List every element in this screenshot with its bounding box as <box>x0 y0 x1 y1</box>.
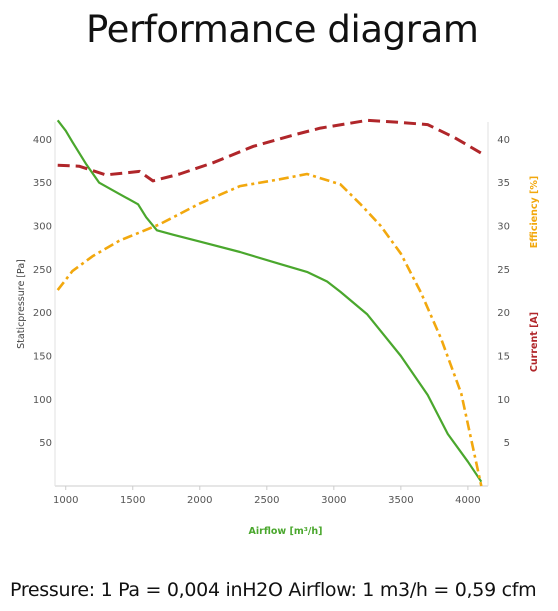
y-axis-label: Staticpressure [Pa] <box>16 259 27 349</box>
y-tick-label: 250 <box>33 265 52 276</box>
current-axis-label: Current [A] <box>529 312 540 372</box>
y-tick-label: 150 <box>33 352 52 363</box>
efficiency-series-line <box>56 172 483 487</box>
y2-tick-label: 25 <box>497 265 510 276</box>
x-tick-label: 3000 <box>321 495 346 506</box>
x-tick-label: 3500 <box>388 495 413 506</box>
y2-tick-label: 40 <box>497 135 510 146</box>
y-tick-label: 100 <box>33 395 52 406</box>
chart-ticks: 1000 1500 2000 2500 3000 3500 4000 50 100 150 200 2… <box>33 135 510 506</box>
y-tick-label: 200 <box>33 308 52 319</box>
x-tick-label: 4000 <box>455 495 480 506</box>
unit-conversion-note: Pressure: 1 Pa = 0,004 inH2O Airflow: 1 … <box>10 579 537 601</box>
y-tick-label: 400 <box>33 135 52 146</box>
y-tick-label: 300 <box>33 222 52 233</box>
chart-axis-labels: Airflow [m³/h] Staticpressure [Pa] Efficie… <box>16 176 540 537</box>
page-title: Performance diagram <box>86 8 479 51</box>
y-tick-label: 50 <box>39 438 52 449</box>
y2-tick-label: 20 <box>497 308 510 319</box>
y2-tick-label: 5 <box>504 438 510 449</box>
y2-tick-label: 30 <box>497 222 510 233</box>
x-tick-label: 1000 <box>53 495 78 506</box>
y2-tick-label: 15 <box>497 352 510 363</box>
x-axis-label: Airflow [m³/h] <box>249 526 323 537</box>
y2-tick-label: 10 <box>497 395 510 406</box>
y-tick-label: 350 <box>33 178 52 189</box>
current-series-line <box>57 118 483 183</box>
chart-axes <box>54 122 489 487</box>
chart-series <box>56 118 483 487</box>
x-tick-label: 2500 <box>254 495 279 506</box>
x-tick-label: 1500 <box>120 495 145 506</box>
x-tick-label: 2000 <box>187 495 212 506</box>
efficiency-axis-label: Efficiency [%] <box>529 176 540 249</box>
pressure-series-line <box>56 119 483 483</box>
y2-tick-label: 35 <box>497 178 510 189</box>
